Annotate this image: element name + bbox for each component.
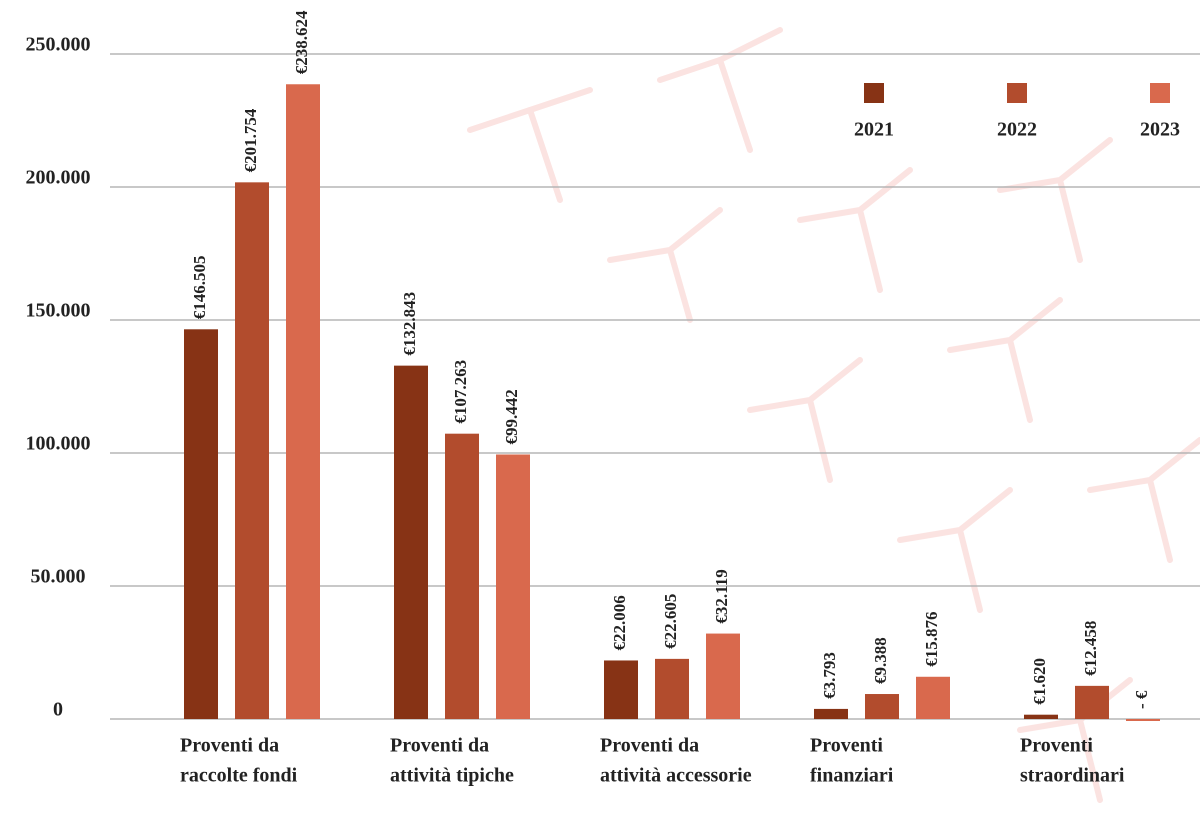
value-label: €99.442 <box>502 389 521 444</box>
bar <box>604 660 638 719</box>
y-tick-label: 200.000 <box>26 167 91 189</box>
value-label: €238.624 <box>292 10 311 74</box>
y-tick-label: 50.000 <box>31 566 86 588</box>
value-label: €201.754 <box>241 108 260 172</box>
value-label: €12.458 <box>1081 621 1100 676</box>
value-label: €132.843 <box>400 292 419 356</box>
chart: 0 50.000 100.000 150.000 200.000 250.000 Prove… <box>0 0 1200 817</box>
value-label: €1.620 <box>1030 658 1049 705</box>
y-tick-label: 0 <box>53 699 63 721</box>
value-label: €22.006 <box>610 595 629 650</box>
bar <box>814 709 848 719</box>
bar <box>1075 686 1109 719</box>
bar <box>184 329 218 719</box>
x-tick-label: Proventi da <box>180 735 279 757</box>
x-tick-label: attività accessorie <box>600 765 752 787</box>
value-label: - € <box>1132 690 1151 709</box>
legend-swatch <box>864 83 884 103</box>
bar <box>286 84 320 719</box>
legend-swatch <box>1007 83 1027 103</box>
value-label: €9.388 <box>871 637 890 684</box>
bar <box>235 182 269 719</box>
value-label: €3.793 <box>820 652 839 699</box>
y-tick-label: 100.000 <box>26 433 91 455</box>
bar <box>1024 715 1058 719</box>
value-label: €107.263 <box>451 360 470 424</box>
bar <box>655 659 689 719</box>
y-tick-label: 250.000 <box>26 34 91 56</box>
x-tick-label: Proventi da <box>390 735 489 757</box>
x-tick-label: Proventi <box>1020 735 1093 757</box>
legend-swatch <box>1150 83 1170 103</box>
x-tick-label: straordinari <box>1020 765 1125 787</box>
bar <box>916 677 950 719</box>
x-tick-label: Proventi da <box>600 735 699 757</box>
x-tick-label: raccolte fondi <box>180 765 298 787</box>
legend-label: 2022 <box>997 119 1037 141</box>
bar <box>394 366 428 719</box>
value-label: €146.505 <box>190 256 209 320</box>
legend-label: 2023 <box>1140 119 1180 141</box>
bar <box>1126 719 1160 721</box>
legend-label: 2021 <box>854 119 894 141</box>
x-tick-label: finanziari <box>810 765 894 787</box>
value-label: €15.876 <box>922 612 941 667</box>
y-tick-label: 150.000 <box>26 300 91 322</box>
value-label: €22.605 <box>661 594 680 649</box>
x-tick-label: attività tipiche <box>390 765 514 787</box>
bar <box>865 694 899 719</box>
bar <box>496 454 530 719</box>
x-tick-label: Proventi <box>810 735 883 757</box>
bar <box>706 634 740 719</box>
bar <box>445 434 479 719</box>
value-label: €32.119 <box>712 569 731 623</box>
